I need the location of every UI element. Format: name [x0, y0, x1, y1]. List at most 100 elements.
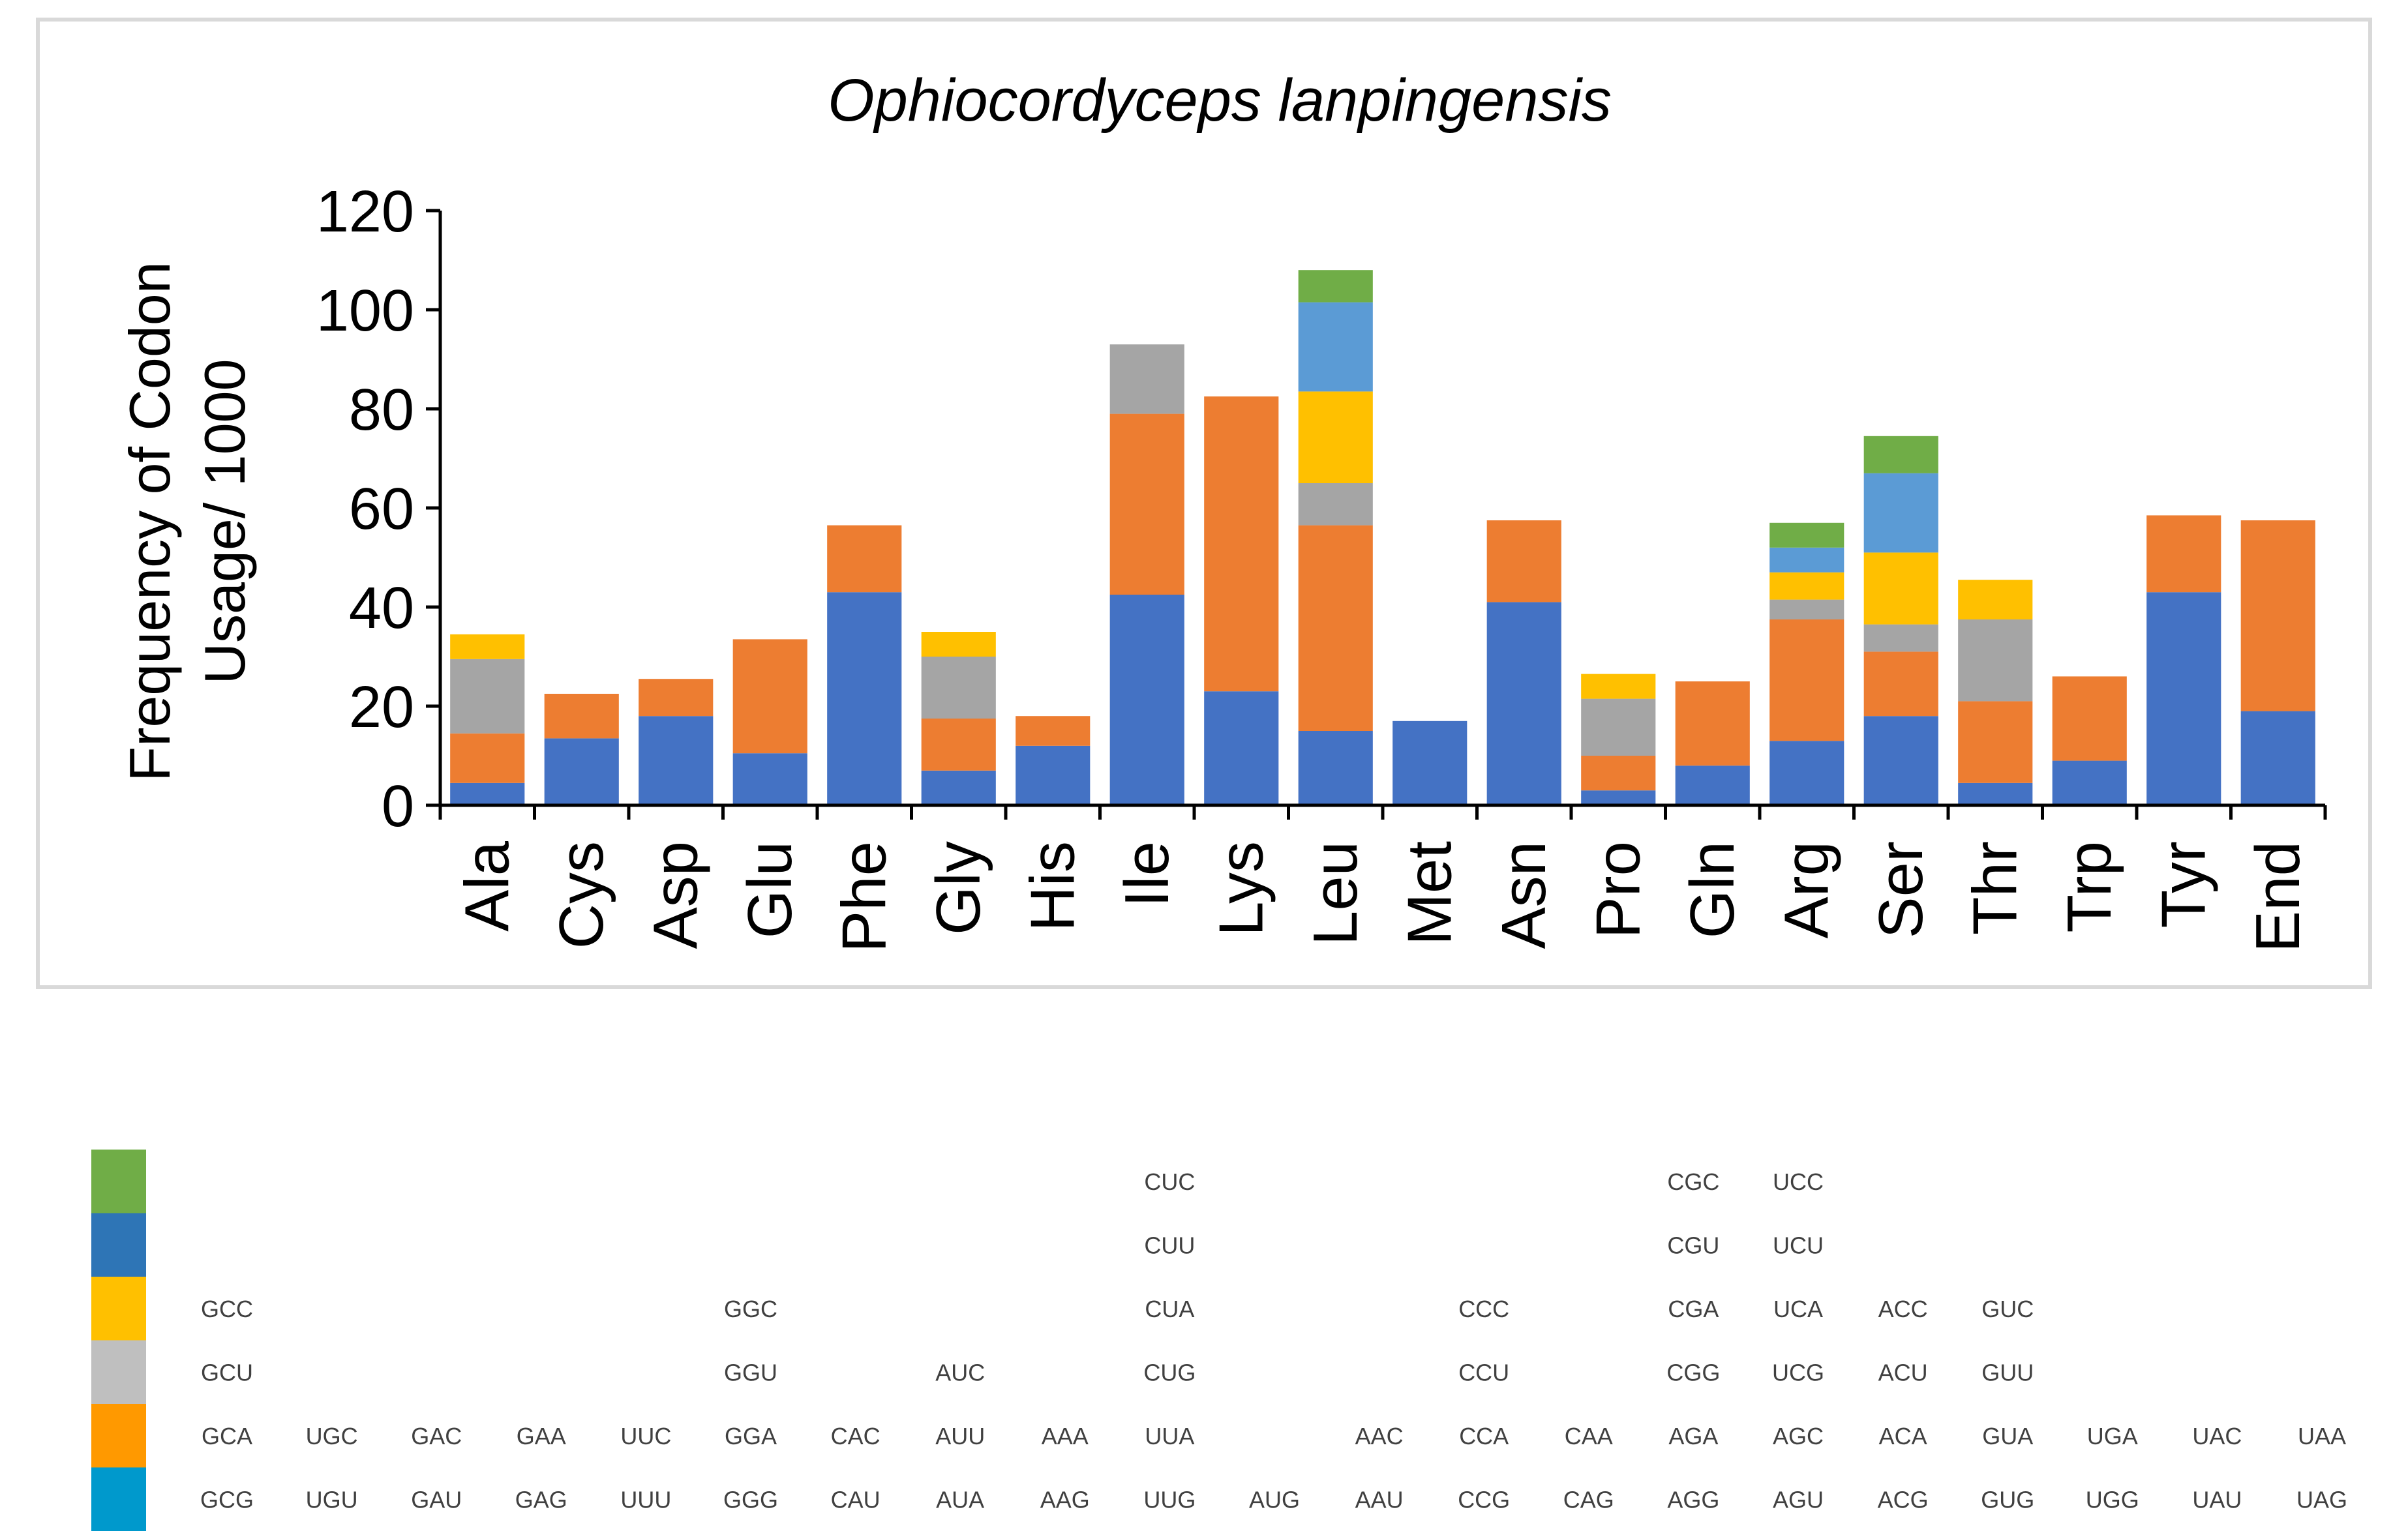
- codon-label: AAG: [1040, 1486, 1090, 1513]
- legend-swatch-5: [91, 1404, 146, 1468]
- x-tick-label-his: His: [1017, 841, 1087, 932]
- legend-swatch-2: [91, 1213, 146, 1277]
- codon-label: GAG: [515, 1486, 567, 1513]
- codon-label: GAA: [517, 1423, 566, 1449]
- x-tick-label-gln: Gln: [1678, 841, 1747, 938]
- x-tick-label-phe: Phe: [829, 841, 899, 953]
- bar-segment-arg-level1: [1769, 741, 1844, 805]
- bar-segment-asp-level1: [639, 716, 714, 805]
- bar-segment-asp-level2: [639, 679, 714, 717]
- bar-segment-ala-level3: [450, 659, 525, 734]
- codon-label: AGG: [1667, 1486, 1719, 1513]
- x-tick-label-asp: Asp: [640, 841, 710, 949]
- axes-group: [438, 211, 2327, 820]
- codon-label: AUU: [935, 1423, 985, 1449]
- codon-label: CAA: [1565, 1423, 1613, 1449]
- y-tick-label: 40: [349, 576, 414, 641]
- bar-segment-tyr-level2: [2146, 515, 2221, 593]
- codon-label: AAU: [1355, 1486, 1404, 1513]
- bar-segment-arg-level6: [1769, 522, 1844, 548]
- chart-frame: [36, 18, 2372, 989]
- codon-label: AAA: [1042, 1423, 1089, 1449]
- codon-label: GAC: [411, 1423, 462, 1449]
- bar-segment-gln-level2: [1675, 681, 1750, 766]
- bar-segment-arg-level3: [1769, 599, 1844, 619]
- bar-segment-pro-level3: [1581, 698, 1656, 756]
- y-tick-label: 0: [382, 774, 414, 839]
- bar-segment-thr-level2: [1958, 701, 2033, 783]
- bar-segment-gly-level2: [921, 719, 996, 771]
- codon-label: CUU: [1144, 1232, 1195, 1258]
- codon-label: UCU: [1773, 1232, 1824, 1258]
- bar-segment-lys-level2: [1204, 396, 1279, 692]
- legend-codon-table: CUC CGC UCC CUU CGU UCU GCC GGC CUA CCC CGA UCA ACC G…: [200, 1168, 2347, 1513]
- bar-segment-ile-level3: [1109, 344, 1184, 414]
- codon-label: UUU: [620, 1486, 671, 1513]
- bars-group: [450, 270, 2315, 805]
- codon-label: CAG: [1563, 1486, 1614, 1513]
- x-tick-label-met: Met: [1394, 841, 1464, 945]
- codon-label: UCA: [1773, 1296, 1823, 1322]
- codon-label: UCG: [1772, 1359, 1824, 1386]
- bar-segment-pro-level2: [1581, 756, 1656, 791]
- bar-segment-phe-level2: [827, 525, 902, 593]
- y-axis-label-line-2: Usage/ 1000: [192, 359, 257, 684]
- bar-segment-ile-level2: [1109, 413, 1184, 595]
- bar-segment-arg-level4: [1769, 572, 1844, 600]
- codon-label: GGU: [724, 1359, 777, 1386]
- bar-segment-cys-level1: [544, 738, 619, 805]
- codon-label: CGA: [1668, 1296, 1719, 1322]
- bar-segment-ser-level4: [1863, 552, 1938, 625]
- codon-label: UGC: [306, 1423, 358, 1449]
- legend-swatch-4: [91, 1340, 146, 1404]
- codon-label: CGC: [1667, 1168, 1719, 1195]
- x-tick-label-gly: Gly: [924, 841, 993, 935]
- codon-label: GGG: [723, 1486, 778, 1513]
- codon-label: GCG: [200, 1486, 254, 1513]
- bar-segment-met-level1: [1392, 721, 1467, 805]
- codon-label: CGU: [1667, 1232, 1719, 1258]
- bar-segment-ala-level1: [450, 782, 525, 805]
- codon-label: CUC: [1144, 1168, 1195, 1195]
- x-tick-label-pro: Pro: [1583, 841, 1653, 938]
- bar-segment-leu-level5: [1298, 302, 1373, 392]
- y-axis-ticks: 0 20 40 60 80 100 120: [316, 179, 440, 839]
- x-tick-label-ser: Ser: [1866, 841, 1936, 938]
- codon-label: CCC: [1458, 1296, 1509, 1322]
- codon-label: GGC: [724, 1296, 777, 1322]
- bar-segment-cys-level2: [544, 694, 619, 739]
- codon-label: CAC: [831, 1423, 880, 1449]
- codon-label: UGU: [306, 1486, 358, 1513]
- codon-label: UAA: [2298, 1423, 2346, 1449]
- codon-label: CGG: [1666, 1359, 1720, 1386]
- codon-label: AGU: [1773, 1486, 1824, 1513]
- bar-segment-arg-level5: [1769, 547, 1844, 572]
- bar-segment-pro-level4: [1581, 674, 1656, 699]
- x-tick-label-lys: Lys: [1206, 841, 1276, 936]
- codon-label: GUA: [1982, 1423, 2033, 1449]
- codon-label: CCG: [1458, 1486, 1510, 1513]
- legend-swatch-6: [91, 1467, 146, 1531]
- bar-segment-ser-level1: [1863, 716, 1938, 805]
- codon-label: AGC: [1773, 1423, 1824, 1449]
- bar-segment-ala-level2: [450, 733, 525, 783]
- codon-label: UCC: [1773, 1168, 1824, 1195]
- bar-segment-glu-level1: [732, 753, 807, 805]
- bar-segment-his-level1: [1016, 745, 1091, 805]
- x-tick-label-end: End: [2243, 841, 2313, 953]
- codon-label: GCU: [201, 1359, 253, 1386]
- x-tick-label-asn: Asn: [1489, 841, 1559, 949]
- codon-label: GGA: [725, 1423, 777, 1449]
- codon-label: GCA: [202, 1423, 252, 1449]
- y-tick-label: 60: [349, 477, 414, 542]
- codon-label: CUA: [1145, 1296, 1194, 1322]
- x-tick-label-glu: Glu: [735, 841, 805, 938]
- y-tick-label: 100: [316, 278, 414, 344]
- bar-segment-his-level2: [1016, 716, 1091, 746]
- bar-segment-gly-level1: [921, 770, 996, 805]
- bar-segment-leu-level4: [1298, 391, 1373, 483]
- codon-label: ACC: [1878, 1296, 1928, 1322]
- codon-label: ACA: [1879, 1423, 1927, 1449]
- bar-segment-ser-level5: [1863, 473, 1938, 553]
- codon-label: GUG: [1981, 1486, 2034, 1513]
